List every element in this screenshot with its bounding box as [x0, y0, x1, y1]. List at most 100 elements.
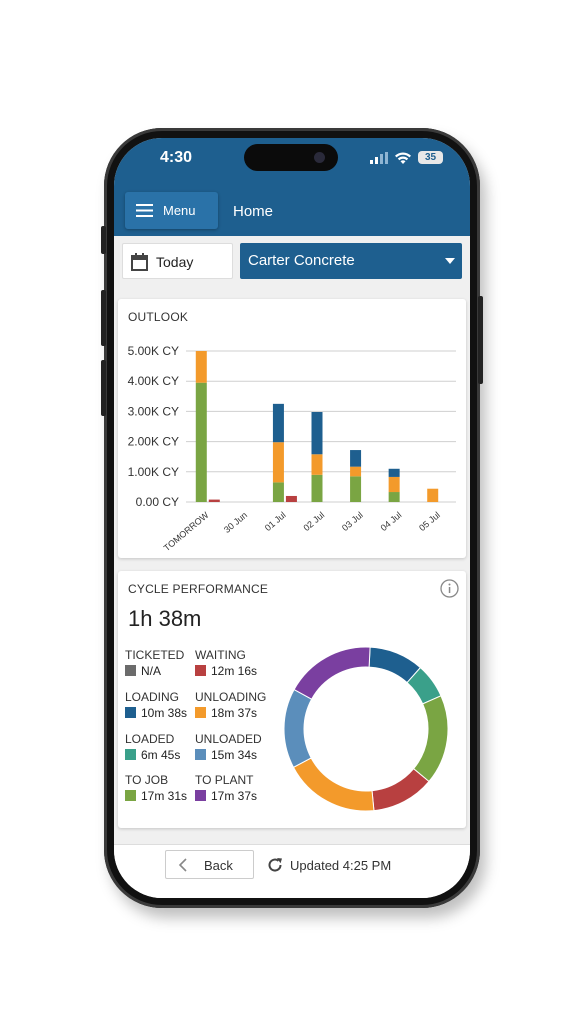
cycle-metric-waiting: WAITING 12m 16s [195, 648, 275, 678]
bar-segment[interactable] [195, 382, 207, 502]
back-button-label: Back [204, 858, 233, 873]
x-tick-label: 04 Jul [379, 510, 404, 533]
metric-value: 18m 37s [195, 706, 275, 720]
calendar-icon [131, 253, 148, 271]
metric-label: UNLOADING [195, 690, 267, 704]
metric-label: UNLOADED [195, 732, 262, 746]
bar-segment-red[interactable] [285, 495, 297, 502]
signal-icon [370, 152, 388, 164]
legend-swatch [195, 790, 206, 801]
metric-value: 17m 37s [195, 789, 275, 803]
bar-segment[interactable] [272, 442, 284, 483]
metric-label: TO JOB [125, 773, 169, 787]
y-tick-label: 4.00K CY [128, 374, 179, 388]
metric-label: LOADING [125, 690, 180, 704]
metric-label: TO PLANT [195, 773, 254, 787]
x-tick-label: 03 Jul [340, 510, 365, 533]
footer-bar: Back Updated 4:25 PM [114, 844, 470, 884]
legend-swatch [125, 790, 136, 801]
cycle-metric-loaded: LOADED 6m 45s [125, 732, 205, 762]
cycle-metric-unloading: UNLOADING 18m 37s [195, 690, 275, 720]
cycle-title: CYCLE PERFORMANCE [128, 582, 269, 596]
bar-segment[interactable] [427, 488, 439, 502]
filter-row: Today Carter Concrete [114, 236, 470, 293]
bar-segment[interactable] [195, 351, 207, 383]
legend-swatch [195, 665, 206, 676]
page-title: Home [233, 203, 274, 220]
cycle-metric-unloaded: UNLOADED 15m 34s [195, 732, 275, 762]
y-tick-label: 3.00K CY [128, 404, 179, 418]
company-select-value: Carter Concrete [248, 252, 355, 269]
donut-slice-waiting[interactable] [371, 767, 430, 812]
company-select[interactable]: Carter Concrete [240, 243, 462, 279]
menu-button[interactable]: Menu [125, 192, 218, 229]
date-picker-button[interactable]: Today [122, 243, 233, 279]
x-tick-label: 02 Jul [301, 510, 326, 533]
back-button[interactable]: Back [165, 850, 254, 879]
cycle-metric-loading: LOADING 10m 38s [125, 690, 205, 720]
caret-down-icon [445, 258, 455, 264]
bar-segment[interactable] [272, 403, 284, 443]
legend-swatch [125, 707, 136, 718]
bar-segment[interactable] [388, 476, 400, 493]
x-tick-label: 01 Jul [263, 510, 288, 533]
y-tick-label: 5.00K CY [128, 344, 179, 358]
cycle-metric-ticketed: TICKETED N/A [125, 648, 205, 678]
metric-value: 10m 38s [125, 706, 205, 720]
status-bar: 4:30 35 [114, 138, 470, 188]
bar-segment[interactable] [311, 454, 323, 475]
metric-value: 15m 34s [195, 748, 275, 762]
outlook-card: OUTLOOK 0.00 CY 1.00K CY 2.00K CY 3.00K CY 4… [118, 299, 466, 558]
legend-swatch [195, 707, 206, 718]
metric-value: 6m 45s [125, 748, 205, 762]
donut-slice-unloading[interactable] [292, 757, 375, 812]
bar-segment[interactable] [350, 476, 362, 502]
bar-segment[interactable] [311, 412, 323, 455]
donut-slice-unloaded[interactable] [283, 688, 313, 768]
outlook-title: OUTLOOK [128, 310, 189, 324]
wifi-icon [395, 152, 411, 164]
donut-slice-to-plant[interactable] [293, 646, 371, 700]
menu-button-label: Menu [163, 203, 196, 218]
donut-slice-to-job[interactable] [412, 695, 449, 783]
cycle-metric-to-plant: TO PLANT 17m 37s [195, 773, 275, 803]
last-updated-text: Updated 4:25 PM [290, 858, 392, 873]
metric-value: 12m 16s [195, 664, 275, 678]
app-header: Menu Home [114, 188, 470, 236]
x-tick-label: 05 Jul [417, 510, 442, 533]
y-tick-label: 1.00K CY [128, 465, 179, 479]
bar-segment[interactable] [350, 450, 362, 467]
metric-label: LOADED [125, 732, 175, 746]
bar-segment[interactable] [311, 474, 323, 502]
info-icon[interactable] [440, 579, 459, 598]
camera-icon [314, 152, 325, 163]
bar-segment[interactable] [350, 466, 362, 477]
dynamic-island [244, 144, 338, 171]
bar-segment[interactable] [388, 468, 400, 477]
legend-swatch [125, 749, 136, 760]
chevron-left-icon [178, 858, 187, 872]
phone-volume-up-button [101, 290, 106, 346]
battery-icon: 35 [418, 151, 443, 164]
cycle-donut-chart [283, 646, 449, 812]
phone-power-button [478, 296, 483, 384]
bar-segment-red[interactable] [208, 499, 220, 502]
cycle-metric-to-job: TO JOB 17m 31s [125, 773, 205, 803]
home-indicator-area [114, 884, 470, 898]
refresh-icon[interactable] [267, 857, 284, 873]
metric-value: 17m 31s [125, 789, 205, 803]
phone-action-button [101, 226, 106, 254]
phone-volume-down-button [101, 360, 106, 416]
legend-swatch [125, 665, 136, 676]
bar-segment[interactable] [388, 492, 400, 502]
outlook-chart: 0.00 CY 1.00K CY 2.00K CY 3.00K CY 4.00K CY 5… [128, 344, 456, 554]
cycle-total-time: 1h 38m [128, 606, 202, 631]
x-tick-label: TOMORROW [162, 510, 211, 554]
metric-value: N/A [125, 664, 205, 678]
y-tick-label: 0.00 CY [136, 495, 179, 509]
bar-segment[interactable] [272, 482, 284, 502]
date-label: Today [156, 254, 194, 270]
cycle-performance-card: CYCLE PERFORMANCE 1h 38m TICKETED N/A WAIT… [118, 571, 466, 828]
hamburger-icon [136, 204, 153, 217]
status-time: 4:30 [160, 149, 193, 166]
